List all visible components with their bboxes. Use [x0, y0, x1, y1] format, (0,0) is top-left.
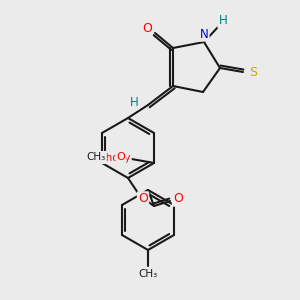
Text: O: O [138, 193, 148, 206]
Text: N: N [200, 28, 208, 40]
Text: O: O [117, 152, 125, 162]
Text: methoxy: methoxy [85, 153, 131, 163]
Text: O: O [173, 193, 183, 206]
Text: O: O [142, 22, 152, 34]
Text: H: H [219, 14, 227, 28]
Text: H: H [130, 95, 138, 109]
Text: CH₃: CH₃ [86, 152, 106, 162]
Text: S: S [249, 65, 257, 79]
Text: CH₃: CH₃ [138, 269, 158, 279]
